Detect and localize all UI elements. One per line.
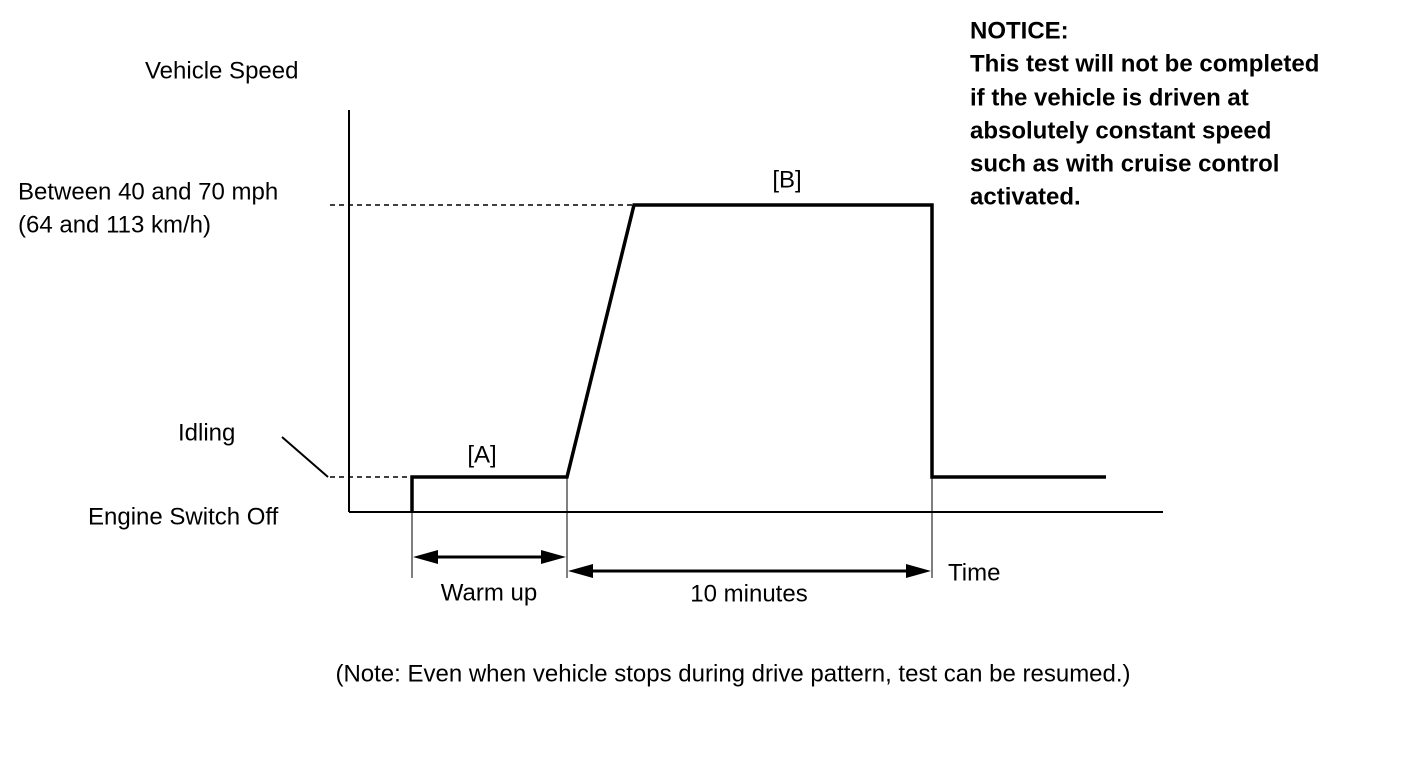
notice-title: NOTICE:	[970, 17, 1069, 44]
speed-label: (64 and 113 km/h)	[18, 211, 211, 238]
arrowhead	[541, 550, 566, 564]
arrowhead	[906, 564, 931, 578]
engine-off-label: Engine Switch Off	[88, 503, 279, 530]
duration-label: 10 minutes	[690, 580, 807, 607]
phase-label: [B]	[772, 166, 801, 193]
arrowhead	[568, 564, 593, 578]
phase-label: [A]	[467, 441, 496, 468]
notice-line: such as with cruise control	[970, 150, 1279, 177]
y-axis-label: Vehicle Speed	[145, 57, 298, 84]
note: (Note: Even when vehicle stops during dr…	[335, 660, 1130, 687]
notice-line: absolutely constant speed	[970, 117, 1271, 144]
idling-label: Idling	[178, 419, 235, 446]
notice-line: if the vehicle is driven at	[970, 84, 1249, 111]
warm-up-label: Warm up	[441, 579, 537, 606]
speed-label: Between 40 and 70 mph	[18, 178, 278, 205]
arrowhead	[413, 550, 438, 564]
x-axis-label: Time	[948, 559, 1000, 586]
notice-line: activated.	[970, 183, 1081, 210]
notice-line: This test will not be completed	[970, 50, 1319, 77]
speed-profile	[410, 203, 1106, 512]
idle-pointer	[281, 436, 329, 478]
